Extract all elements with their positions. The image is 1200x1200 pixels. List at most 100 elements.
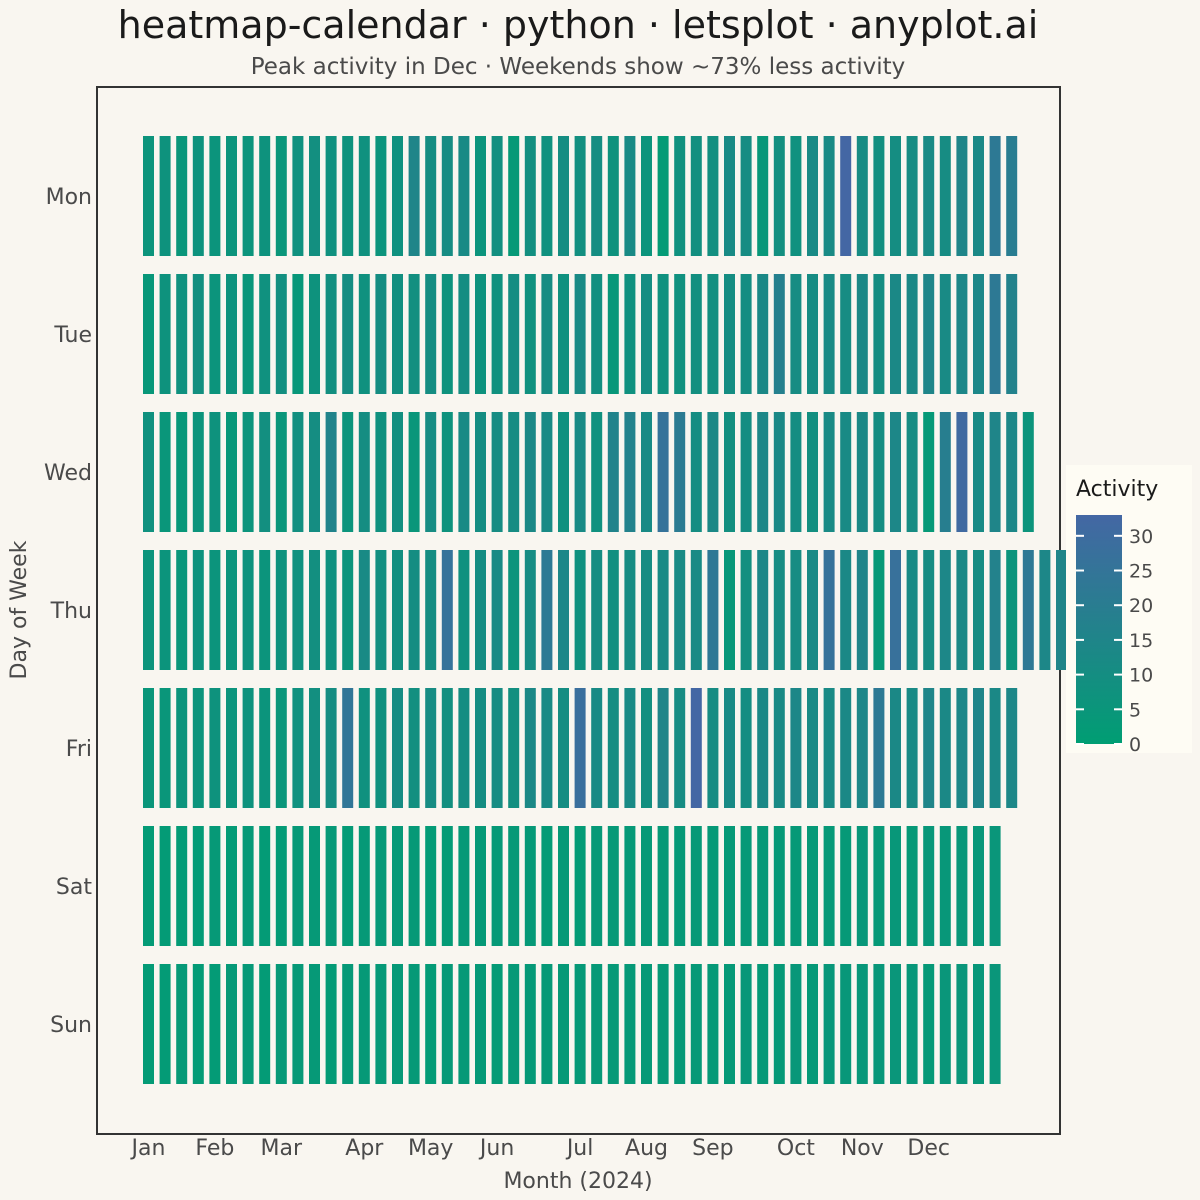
heatmap-cell	[325, 964, 337, 1084]
heatmap-cell	[408, 550, 420, 670]
x-tick-label: Aug	[625, 1136, 668, 1161]
heatmap-cell	[275, 274, 287, 394]
heatmap-cell	[790, 964, 802, 1084]
heatmap-cell	[807, 964, 818, 1084]
heatmap-cell	[873, 826, 885, 946]
heatmap-cell	[541, 688, 553, 808]
heatmap-cell	[591, 136, 603, 256]
heatmap-cell	[574, 274, 586, 394]
heatmap-cell	[973, 274, 984, 394]
heatmap-cell	[873, 136, 885, 256]
legend-ticks: 0 5 10 15 20 25 30	[1076, 526, 1153, 756]
heatmap-cell	[358, 274, 370, 394]
heatmap-cell	[890, 826, 901, 946]
heatmap-cell	[823, 412, 835, 532]
heatmap-cell	[807, 136, 818, 256]
heatmap-cell	[873, 688, 885, 808]
heatmap-cell	[973, 826, 984, 946]
heatmap-cell	[989, 550, 1001, 670]
heatmap-cell	[856, 688, 868, 808]
heatmap-cell	[641, 688, 652, 808]
heatmap-cell	[724, 964, 735, 1084]
heatmap-cell	[790, 688, 802, 808]
heatmap-cell	[989, 826, 1001, 946]
heatmap-cell	[773, 412, 785, 532]
heatmap-cell	[724, 136, 735, 256]
heatmap-cell	[209, 826, 221, 946]
heatmap-cell	[657, 826, 669, 946]
heatmap-cell	[707, 688, 719, 808]
x-tick-label: Feb	[195, 1136, 234, 1161]
heatmap-cell	[491, 274, 503, 394]
heatmap-cell	[375, 964, 387, 1084]
heatmap-cell	[342, 550, 354, 670]
heatmap-cell	[242, 964, 254, 1084]
heatmap-cell	[939, 688, 951, 808]
heatmap-cell	[773, 274, 785, 394]
heatmap-cell	[309, 964, 320, 1084]
legend-title: Activity	[1076, 477, 1158, 502]
heatmap-cell	[524, 964, 536, 1084]
heatmap-cell	[524, 274, 536, 394]
legend-colorbar	[1076, 515, 1122, 744]
heatmap-cell	[309, 826, 320, 946]
heatmap-cell	[657, 412, 669, 532]
heatmap-cell	[973, 964, 984, 1084]
heatmap-cell	[989, 964, 1001, 1084]
heatmap-cell	[541, 136, 553, 256]
heatmap-cell	[242, 274, 254, 394]
heatmap-cell	[342, 274, 354, 394]
heatmap-cell	[176, 964, 188, 1084]
heatmap-cell	[392, 550, 403, 670]
heatmap-cell	[192, 274, 204, 394]
heatmap-cell	[807, 688, 818, 808]
heatmap-cell	[1022, 550, 1034, 670]
heatmap-cell	[856, 136, 868, 256]
heatmap-cell	[425, 136, 437, 256]
heatmap-cell	[441, 964, 453, 1084]
x-tick-label: Sep	[692, 1136, 733, 1161]
heatmap-cell	[707, 550, 719, 670]
heatmap-cell	[325, 550, 337, 670]
heatmap-cell	[475, 136, 486, 256]
heatmap-cell	[923, 136, 935, 256]
heatmap-cell	[939, 826, 951, 946]
heatmap-cell	[840, 136, 852, 256]
heatmap-cell	[309, 136, 320, 256]
heatmap-cell	[607, 826, 619, 946]
heatmap-cell	[591, 826, 603, 946]
heatmap-cell	[773, 826, 785, 946]
heatmap-cell	[807, 274, 818, 394]
heatmap-cell	[641, 412, 652, 532]
heatmap-cell	[574, 136, 586, 256]
heatmap-cell	[508, 274, 520, 394]
heatmap-cell	[143, 826, 154, 946]
legend-tick-label: 5	[1129, 699, 1141, 721]
heatmap-cell	[192, 550, 204, 670]
heatmap-cell	[408, 964, 420, 1084]
heatmap-cell	[475, 550, 486, 670]
heatmap-cell	[408, 412, 420, 532]
heatmap-cell	[475, 274, 486, 394]
legend-tick-label: 0	[1129, 734, 1141, 756]
heatmap-cell	[607, 136, 619, 256]
heatmap-cell	[524, 136, 536, 256]
heatmap-cell	[1056, 550, 1067, 670]
heatmap-cell	[873, 412, 885, 532]
heatmap-cell	[823, 136, 835, 256]
heatmap-cell	[275, 964, 287, 1084]
heatmap-cell	[1039, 550, 1051, 670]
heatmap-cell	[823, 964, 835, 1084]
heatmap-cell	[159, 688, 171, 808]
heatmap-cell	[392, 688, 403, 808]
heatmap-cell	[1006, 688, 1018, 808]
heatmap-cell	[989, 136, 1001, 256]
heatmap-cell	[724, 550, 735, 670]
heatmap-cell	[873, 550, 885, 670]
heatmap-cell	[491, 412, 503, 532]
heatmap-cell	[989, 274, 1001, 394]
heatmap-cell	[923, 412, 935, 532]
heatmap-cell	[259, 964, 271, 1084]
heatmap-cell	[508, 826, 520, 946]
heatmap-cell	[1006, 412, 1018, 532]
